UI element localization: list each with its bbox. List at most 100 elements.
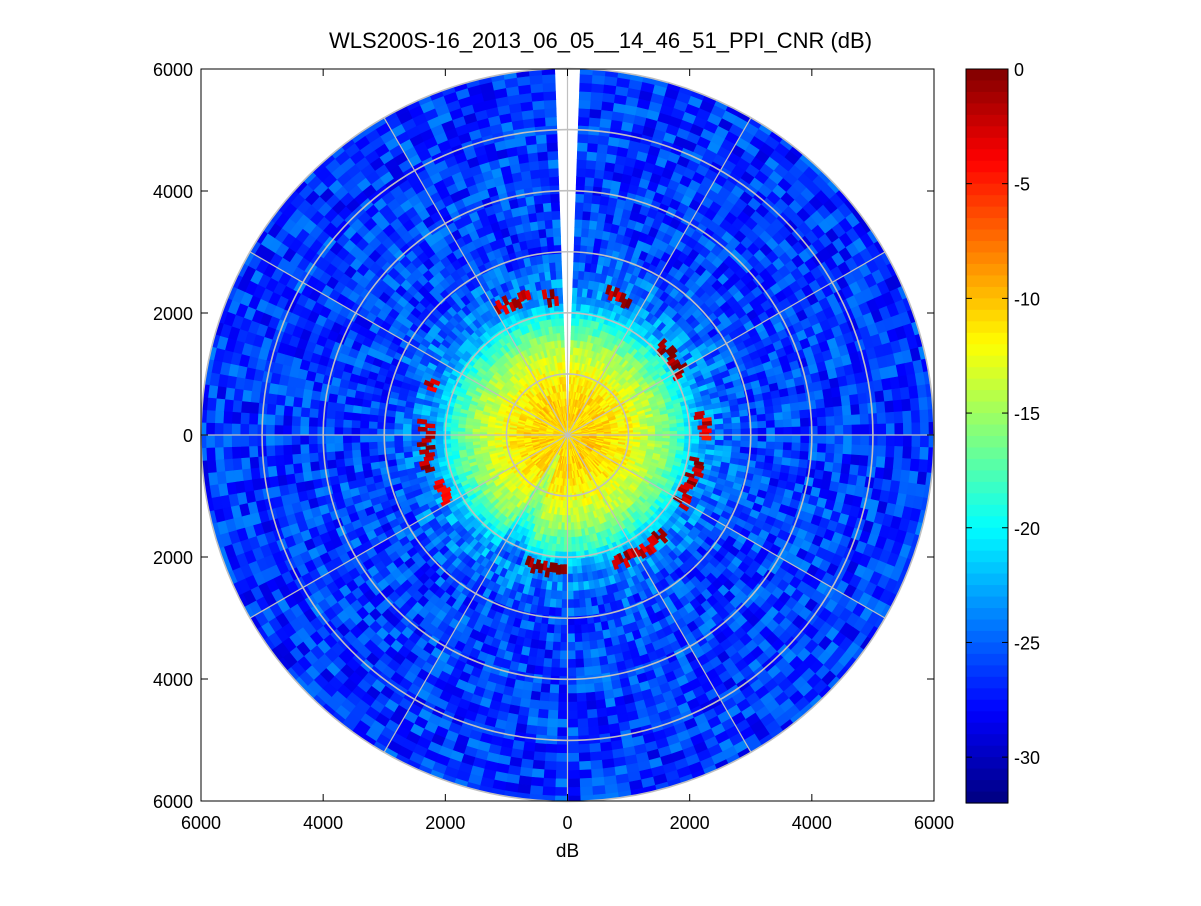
heatmap-cell — [826, 435, 835, 444]
heatmap-cell — [773, 405, 782, 413]
heatmap-cell — [590, 752, 602, 762]
heatmap-cell — [843, 415, 852, 425]
heatmap-cell — [540, 692, 550, 701]
heatmap-cell — [579, 108, 591, 117]
heatmap-cell — [586, 701, 596, 710]
heatmap-cell — [545, 641, 553, 650]
heatmap-cell — [784, 435, 793, 443]
heatmap-cell — [573, 599, 579, 608]
heatmap-cell — [558, 711, 568, 720]
heatmap-cell — [574, 633, 582, 642]
heatmap-cell — [808, 409, 817, 418]
heatmap-cell — [574, 236, 581, 245]
heatmap-cell — [724, 440, 733, 446]
heatmap-cell — [576, 185, 585, 194]
heatmap-cell — [893, 400, 903, 412]
heatmap-cell — [809, 435, 818, 444]
heatmap-cell — [800, 451, 809, 460]
heatmap-cell — [799, 401, 809, 410]
heatmap-cell — [590, 100, 602, 110]
heatmap-cell — [556, 770, 568, 779]
heatmap-cell — [528, 708, 539, 718]
heatmap-cell — [568, 762, 580, 771]
heatmap-cell — [568, 711, 578, 720]
heatmap-cell — [572, 566, 577, 574]
heatmap-cell — [550, 676, 559, 685]
heatmap-cell — [765, 406, 774, 414]
heatmap-cell — [843, 435, 852, 445]
heatmap-cell — [602, 681, 612, 691]
heatmap-cell — [758, 428, 767, 435]
heatmap-cell — [552, 642, 560, 651]
heatmap-cell — [594, 683, 604, 693]
heatmap-cell — [715, 430, 724, 435]
heatmap-cell — [580, 74, 593, 83]
heatmap-cell — [559, 676, 568, 685]
heatmap-cell — [596, 708, 607, 718]
heatmap-cell — [540, 684, 550, 693]
heatmap-cell — [783, 450, 792, 458]
heatmap-cell — [581, 633, 589, 642]
heatmap-cell — [789, 395, 799, 404]
heatmap-cell — [920, 435, 929, 448]
heatmap-cell — [547, 624, 555, 633]
heatmap-cell — [555, 608, 562, 617]
heatmap-cell — [594, 178, 604, 188]
heatmap-cell — [741, 435, 750, 441]
heatmap-cell — [572, 296, 577, 304]
heatmap-cell — [600, 665, 610, 675]
heatmap-cell — [532, 683, 542, 693]
heatmap-cell — [886, 446, 895, 458]
heatmap-cell — [585, 177, 595, 186]
heatmap-cell — [767, 428, 776, 435]
heatmap-cell — [912, 423, 921, 435]
heatmap-cell — [699, 440, 707, 445]
heatmap-cell — [557, 728, 568, 737]
heatmap-cell — [886, 412, 895, 424]
heatmap-cell — [595, 169, 605, 179]
heatmap-cell — [561, 600, 567, 609]
heatmap-cell — [601, 673, 611, 683]
heatmap-cell — [568, 545, 572, 552]
heatmap-cell — [568, 685, 577, 694]
heatmap-cell — [582, 220, 590, 229]
heatmap-cell — [691, 421, 699, 426]
heatmap-cell — [806, 392, 816, 402]
heatmap-cell — [542, 787, 555, 796]
heatmap-cell — [588, 134, 599, 143]
heatmap-cell — [825, 407, 834, 417]
heatmap-cell — [576, 685, 585, 694]
heatmap-cell — [573, 582, 579, 591]
heatmap-cell — [578, 727, 589, 736]
heatmap-cell — [876, 402, 886, 414]
heatmap-cell — [775, 435, 784, 443]
heatmap-cell — [544, 650, 552, 659]
heatmap-cell — [886, 424, 895, 435]
heatmap-cell — [587, 151, 598, 160]
heatmap-cell — [591, 769, 604, 779]
heatmap-cell — [809, 418, 818, 427]
heatmap-cell — [807, 460, 817, 470]
heatmap-cell — [568, 779, 580, 788]
heatmap-cell — [860, 445, 869, 456]
heatmap-cell — [581, 228, 589, 237]
heatmap-cell — [559, 685, 568, 694]
heatmap-cell — [592, 83, 605, 93]
heatmap-cell — [576, 177, 585, 186]
heatmap-cell — [592, 786, 605, 796]
heatmap-cell — [575, 642, 583, 651]
heatmap-cell — [580, 778, 593, 787]
heatmap-cell — [677, 435, 684, 439]
heatmap-cell — [568, 642, 576, 651]
heatmap-cell — [557, 574, 562, 583]
heatmap-cell — [568, 559, 573, 566]
heatmap-cell — [816, 461, 826, 471]
heatmap-cell — [919, 460, 929, 473]
heatmap-cell — [597, 144, 608, 154]
heatmap-cell — [568, 787, 581, 796]
heatmap-cell — [533, 674, 543, 684]
heatmap-cell — [849, 465, 859, 476]
heatmap-cell — [584, 194, 593, 203]
heatmap-cell — [568, 676, 577, 685]
heatmap-cell — [576, 668, 585, 677]
